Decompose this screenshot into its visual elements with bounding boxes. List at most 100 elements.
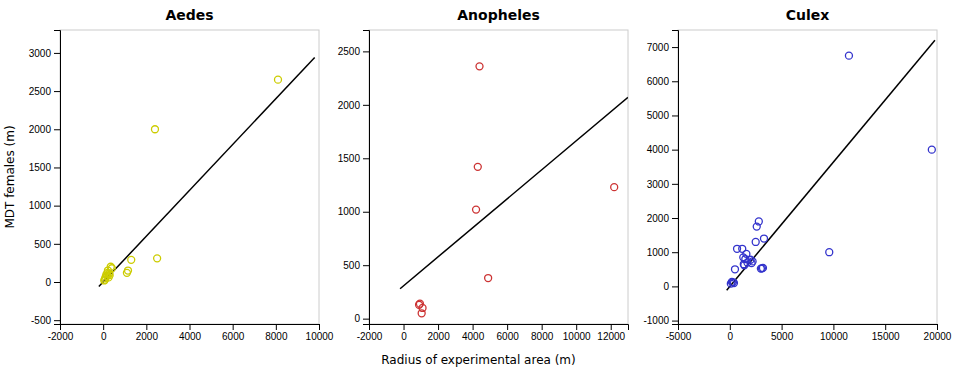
tick: 1000: [338, 206, 369, 217]
tick: 10000: [820, 324, 848, 342]
tick-label: 20000: [924, 331, 952, 342]
tick: 500: [34, 239, 60, 250]
point: [106, 272, 113, 279]
tick-mark: [611, 324, 612, 330]
tick: -1000: [643, 315, 678, 326]
tick-mark: [319, 324, 320, 330]
point: [154, 255, 161, 262]
point: [845, 52, 852, 59]
tick-label: 10000: [306, 331, 334, 342]
tick-label: 12000: [597, 331, 625, 342]
x-axis: -20000200040006000800010000: [48, 324, 334, 342]
tick: 10000: [563, 324, 591, 342]
tick-label: 500: [343, 260, 360, 271]
tick: -2000: [357, 324, 383, 342]
tick: 2000: [427, 324, 450, 342]
tick-label: 5000: [647, 110, 670, 121]
x-axis: -2000020004000600080001000012000: [357, 324, 629, 342]
y-axis: 05001000150020002500: [338, 31, 370, 325]
axis-line: [61, 325, 320, 331]
tick-mark: [54, 129, 60, 130]
tick-label: 4000: [462, 331, 485, 342]
tick-label: 10000: [563, 331, 591, 342]
tick: 4000: [462, 324, 485, 342]
tick: 0: [354, 313, 369, 324]
tick-label: 1500: [29, 162, 52, 173]
x-axis: -500005000100001500020000: [666, 324, 952, 342]
tick: -2000: [48, 324, 74, 342]
point: [730, 279, 737, 286]
tick-mark: [233, 324, 234, 330]
panel: -20000200040006000800010000-500050010001…: [3, 7, 334, 342]
tick-mark: [730, 324, 731, 330]
tick: 12000: [597, 324, 625, 342]
tick-label: 3000: [29, 48, 52, 59]
panel-title: Culex: [786, 7, 830, 23]
point: [476, 63, 483, 70]
tick-mark: [363, 158, 369, 159]
tick-label: 6000: [647, 76, 670, 87]
tick: 20000: [924, 324, 952, 342]
point: [755, 218, 762, 225]
tick: 0: [101, 324, 107, 342]
tick-label: 15000: [872, 331, 900, 342]
tick-label: 8000: [265, 331, 288, 342]
tick-label: 2000: [647, 213, 670, 224]
plot-frame: [369, 30, 628, 324]
tick-label: -2000: [48, 331, 74, 342]
tick: -500: [31, 315, 60, 326]
tick-label: 1500: [338, 153, 361, 164]
regression-line: [400, 97, 628, 288]
tick-mark: [146, 324, 147, 330]
x-axis-title: Radius of experimental area (m): [381, 353, 575, 367]
point: [128, 256, 135, 263]
tick-mark: [363, 319, 369, 320]
tick-mark: [363, 265, 369, 266]
point: [474, 163, 481, 170]
tick: 0: [663, 281, 678, 292]
tick-mark: [672, 115, 678, 116]
tick-mark: [885, 324, 886, 330]
point: [611, 184, 618, 191]
tick: 2500: [338, 46, 369, 57]
tick: 5000: [771, 324, 794, 342]
panel: -500005000100001500020000-10000100020003…: [643, 7, 951, 342]
axis-line: [363, 31, 370, 325]
y-axis: -100001000200030004000500060007000: [643, 31, 678, 327]
tick-mark: [54, 53, 60, 54]
tick-label: 0: [45, 277, 51, 288]
panel-title: Aedes: [165, 7, 213, 23]
point: [419, 304, 426, 311]
point: [731, 266, 738, 273]
tick-mark: [54, 282, 60, 283]
tick-mark: [190, 324, 191, 330]
tick-label: -1000: [643, 315, 669, 326]
panel: -200002000400060008000100001200005001000…: [338, 7, 629, 342]
tick-mark: [507, 324, 508, 330]
figure: -20000200040006000800010000-500050010001…: [0, 0, 957, 374]
tick: 7000: [647, 42, 678, 53]
tick-mark: [576, 324, 577, 330]
point: [749, 258, 756, 265]
point: [759, 264, 766, 271]
tick-mark: [276, 324, 277, 330]
axis-line: [370, 325, 629, 331]
tick: 6000: [647, 76, 678, 87]
tick-label: 0: [663, 281, 669, 292]
tick-mark: [54, 167, 60, 168]
tick-label: 3000: [647, 179, 670, 190]
tick: 0: [45, 277, 60, 288]
tick-label: 0: [354, 313, 360, 324]
tick-mark: [782, 324, 783, 330]
tick: 10000: [306, 324, 334, 342]
tick-mark: [672, 218, 678, 219]
tick: 3000: [29, 48, 60, 59]
marks: [727, 40, 936, 290]
tick-label: 0: [101, 331, 107, 342]
tick: 6000: [497, 324, 520, 342]
tick: 2000: [29, 124, 60, 135]
tick-mark: [363, 51, 369, 52]
point: [108, 265, 115, 272]
tick-mark: [54, 91, 60, 92]
y-axis-title: MDT females (m): [3, 125, 17, 228]
